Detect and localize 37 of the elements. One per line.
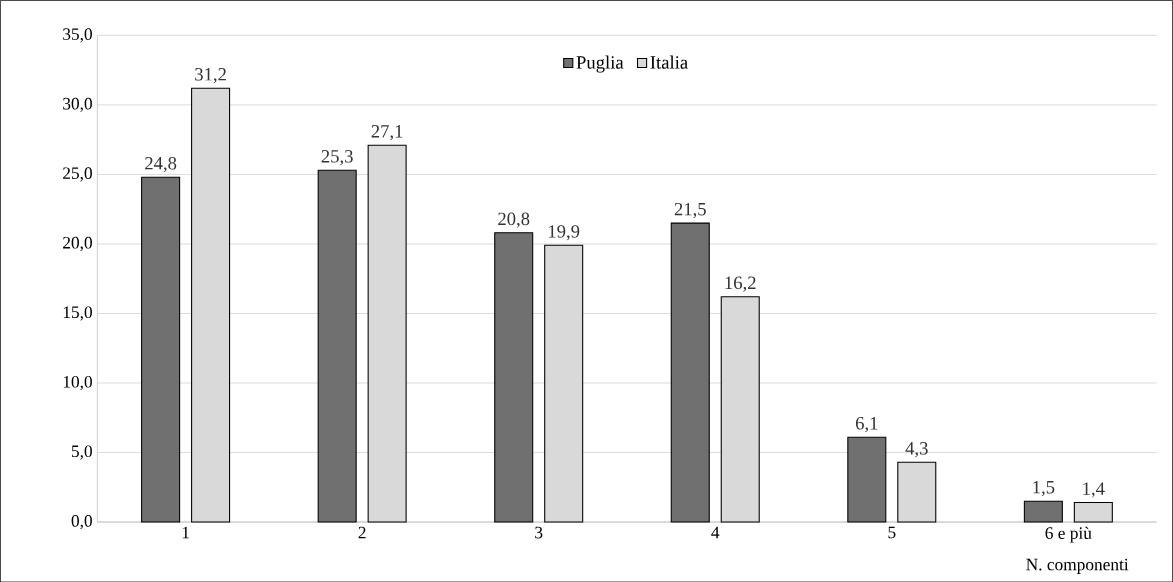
bar	[141, 176, 181, 523]
data-label: 25,3	[321, 149, 353, 166]
data-label: 4,3	[905, 441, 928, 458]
data-label: 6,1	[855, 416, 878, 433]
data-label: 16,2	[725, 276, 756, 292]
y-tick-label: 20,0	[63, 236, 92, 251]
bar	[847, 436, 887, 523]
data-label: 20,8	[498, 212, 530, 228]
bar	[1073, 501, 1113, 523]
y-tick-label: 0,0	[71, 514, 92, 529]
bar	[317, 169, 357, 523]
data-label: 24,8	[145, 156, 177, 173]
data-label: 19,9	[549, 224, 580, 241]
x-tick-label: 3	[535, 526, 543, 539]
x-tick-label: 1	[182, 526, 189, 538]
x-tick-label: 5	[888, 526, 896, 539]
bar	[1023, 500, 1063, 523]
bar	[897, 461, 937, 523]
data-label: 1,4	[1083, 482, 1105, 498]
data-label: 21,5	[674, 202, 706, 218]
bar	[670, 222, 710, 523]
legend-label: Italia	[650, 55, 688, 69]
data-label: 1,5	[1033, 480, 1055, 497]
x-tick-label: 6 e più	[1045, 526, 1092, 543]
x-tick-label: 2	[358, 526, 366, 539]
y-tick-label: 15,0	[63, 306, 92, 321]
data-label: 27,1	[371, 124, 403, 141]
x-axis-title: N. componenti	[1026, 558, 1129, 574]
y-tick-label: 35,0	[63, 28, 92, 43]
y-tick-label: 30,0	[63, 97, 92, 112]
bar	[494, 232, 534, 523]
y-tick-label: 25,0	[63, 167, 92, 182]
x-tick-label: 4	[711, 526, 720, 538]
legend-label: Puglia	[576, 55, 624, 73]
data-label: 31,2	[195, 67, 226, 84]
y-tick-label: 5,0	[71, 445, 92, 460]
y-tick-label: 10,0	[63, 375, 92, 390]
